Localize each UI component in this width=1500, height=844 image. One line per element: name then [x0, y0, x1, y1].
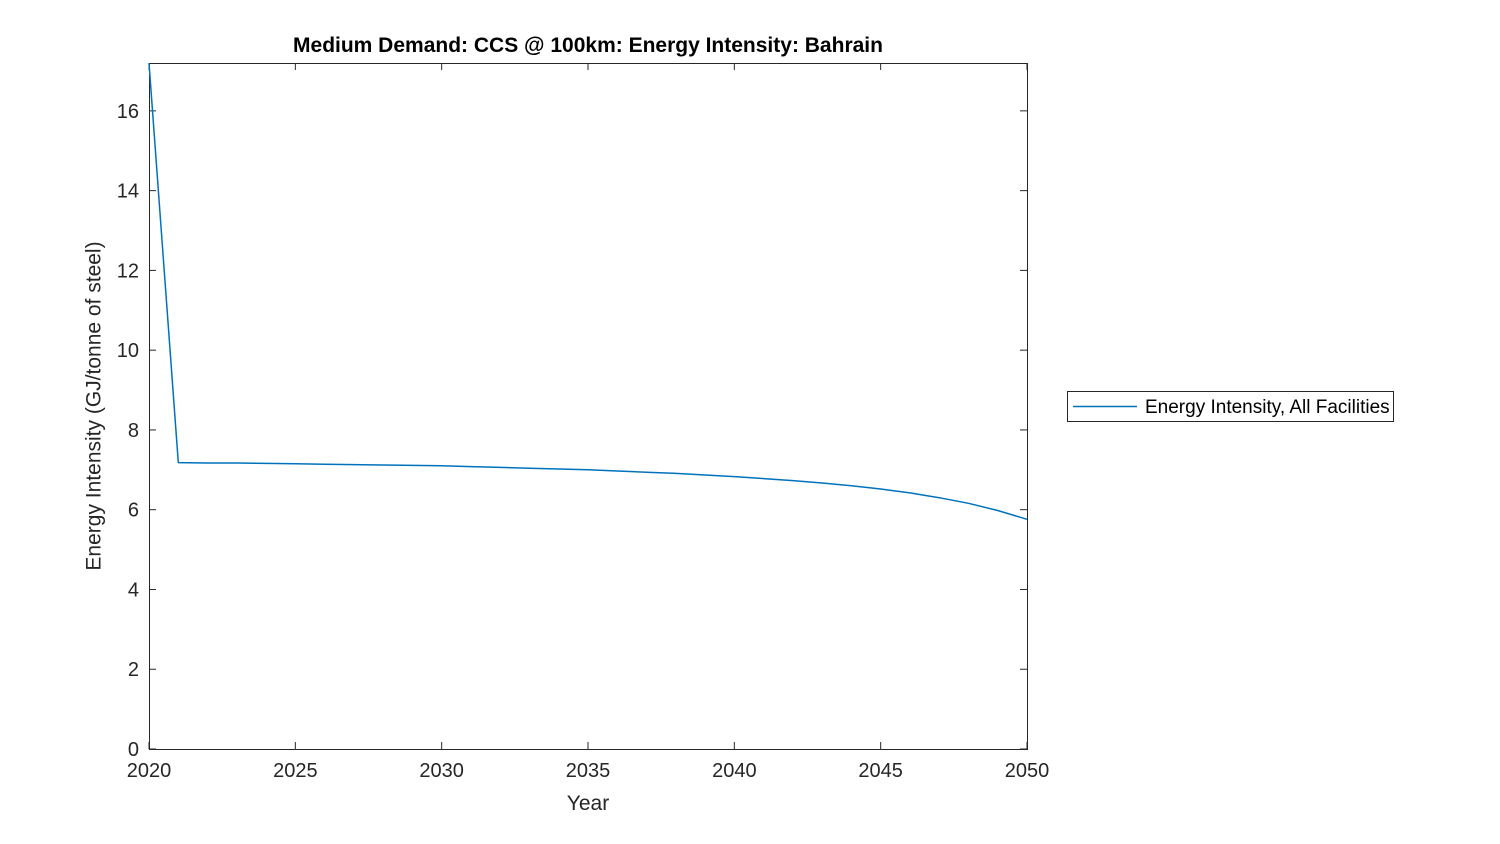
y-tick-label: 0	[128, 739, 139, 761]
plot-area	[149, 63, 1028, 750]
y-axis-label: Energy Intensity (GJ/tonne of steel)	[83, 241, 106, 570]
x-tick-label: 2020	[127, 760, 172, 782]
data-line-energy-intensity	[148, 62, 1028, 521]
y-tick-label: 8	[128, 420, 139, 442]
x-tick-label: 2030	[419, 760, 464, 782]
legend: Energy Intensity, All Facilities	[1067, 391, 1394, 422]
y-tick-label: 6	[128, 500, 139, 522]
y-tick-label: 14	[117, 181, 139, 203]
x-axis-label: Year	[567, 792, 609, 815]
chart-title: Medium Demand: CCS @ 100km: Energy Inten…	[293, 34, 883, 57]
x-tick-label: 2025	[273, 760, 318, 782]
x-tick-label: 2045	[858, 760, 903, 782]
x-tick-label: 2050	[1005, 760, 1050, 782]
x-tick-label: 2035	[566, 760, 611, 782]
legend-label: Energy Intensity, All Facilities	[1145, 397, 1390, 418]
y-tick-label: 12	[117, 260, 139, 282]
y-tick-label: 10	[117, 340, 139, 362]
y-tick-label: 4	[128, 579, 139, 601]
y-tick-label: 2	[128, 659, 139, 681]
y-tick-label: 16	[117, 101, 139, 123]
x-tick-label: 2040	[712, 760, 757, 782]
